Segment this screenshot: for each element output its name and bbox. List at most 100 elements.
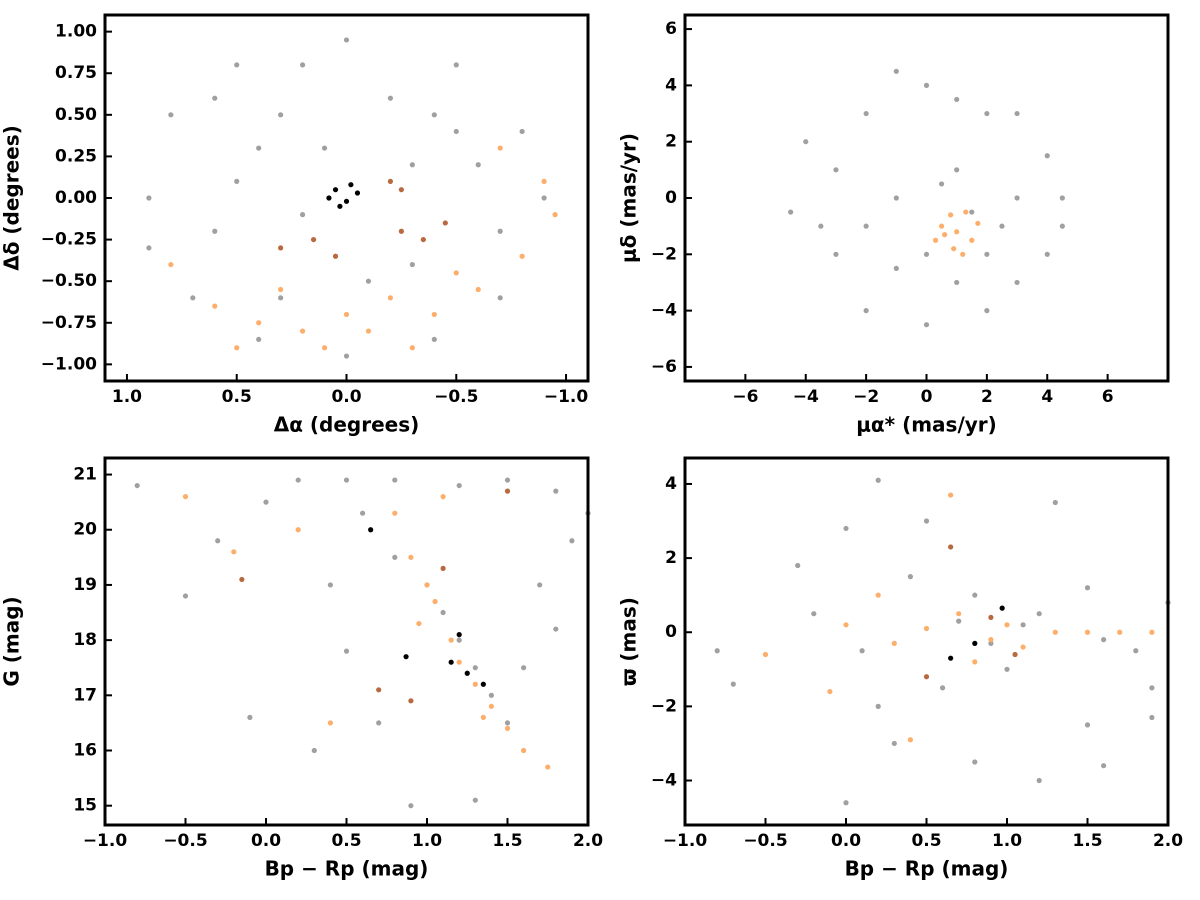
x-tick-label: 0.0: [251, 831, 281, 851]
point: [278, 112, 284, 118]
point: [456, 659, 462, 665]
point: [954, 167, 960, 173]
point: [398, 187, 404, 193]
point: [863, 308, 869, 314]
point: [376, 720, 382, 726]
point: [321, 145, 328, 151]
point: [1084, 722, 1091, 728]
y-tick-label: 0: [665, 188, 677, 208]
point: [354, 190, 361, 196]
y-tick-label: −0.75: [41, 313, 97, 333]
point: [714, 648, 720, 654]
point: [521, 665, 527, 671]
y-tick-label: 0.25: [55, 146, 97, 166]
point: [891, 640, 897, 646]
point: [963, 209, 969, 215]
x-tick-label: −1.0: [544, 387, 589, 407]
point: [948, 544, 954, 550]
point: [1036, 611, 1042, 617]
point: [984, 251, 990, 257]
point: [365, 328, 372, 334]
x-tick-label: 0: [921, 387, 933, 407]
point: [368, 527, 374, 533]
point: [456, 482, 462, 489]
point: [326, 195, 332, 201]
point: [948, 492, 954, 498]
point: [387, 178, 394, 184]
point: [875, 477, 881, 483]
point: [843, 622, 849, 628]
x-tick-label: 1.0: [112, 387, 142, 407]
y-axis-label: G (mag): [0, 596, 24, 686]
point: [803, 139, 809, 145]
point: [954, 96, 960, 103]
point: [453, 128, 459, 135]
point: [969, 209, 975, 215]
x-tick-label: −6: [732, 387, 758, 407]
point: [541, 195, 547, 201]
point: [146, 245, 152, 251]
point: [343, 311, 350, 318]
point: [431, 112, 437, 118]
point: [954, 229, 960, 235]
point: [843, 800, 849, 806]
point: [942, 232, 948, 238]
point: [948, 212, 954, 218]
point: [1004, 666, 1010, 672]
point: [999, 223, 1005, 229]
point: [504, 720, 511, 726]
point: [988, 640, 994, 646]
point: [420, 236, 426, 243]
x-tick-label: 0.0: [831, 831, 861, 851]
x-tick-label: 2.0: [573, 831, 603, 851]
point: [969, 237, 975, 243]
point: [795, 562, 801, 569]
point: [295, 477, 301, 483]
point: [448, 659, 454, 665]
point: [988, 637, 994, 643]
point: [907, 574, 914, 580]
point: [168, 261, 174, 268]
point: [923, 251, 930, 257]
point: [408, 803, 414, 809]
point: [440, 609, 446, 616]
point: [392, 510, 398, 516]
x-tick-label: −0.5: [163, 831, 207, 851]
x-tick-label: 2: [981, 387, 993, 407]
y-tick-label: 15: [73, 796, 97, 816]
point: [1084, 585, 1091, 591]
point: [408, 554, 414, 560]
point: [431, 336, 437, 343]
point: [938, 181, 945, 187]
point: [278, 295, 284, 301]
point: [975, 220, 981, 226]
point: [247, 714, 253, 720]
point: [954, 279, 960, 286]
y-tick-label: −4: [651, 771, 677, 791]
point: [833, 251, 839, 257]
y-tick-label: −4: [651, 301, 677, 321]
y-tick-label: 18: [73, 630, 97, 650]
point: [1044, 153, 1050, 159]
point: [1059, 195, 1065, 201]
x-axis-label: Bp − Rp (mag): [845, 857, 1009, 881]
point: [424, 582, 430, 588]
y-axis-label: ϖ (mas): [617, 597, 641, 686]
point: [311, 747, 317, 754]
y-tick-label: −1.00: [41, 354, 97, 374]
x-axis-label: Bp − Rp (mag): [265, 857, 429, 881]
x-tick-label: 0.5: [331, 831, 361, 851]
point: [1014, 195, 1020, 201]
point: [392, 554, 398, 560]
point: [923, 322, 930, 328]
point: [923, 518, 930, 524]
point: [182, 593, 189, 599]
point: [893, 195, 899, 201]
x-tick-label: 0.5: [222, 387, 252, 407]
point: [343, 648, 350, 654]
point: [299, 212, 306, 218]
y-tick-label: −2: [651, 696, 677, 716]
point: [553, 488, 559, 494]
point: [239, 576, 245, 583]
point: [409, 162, 415, 168]
